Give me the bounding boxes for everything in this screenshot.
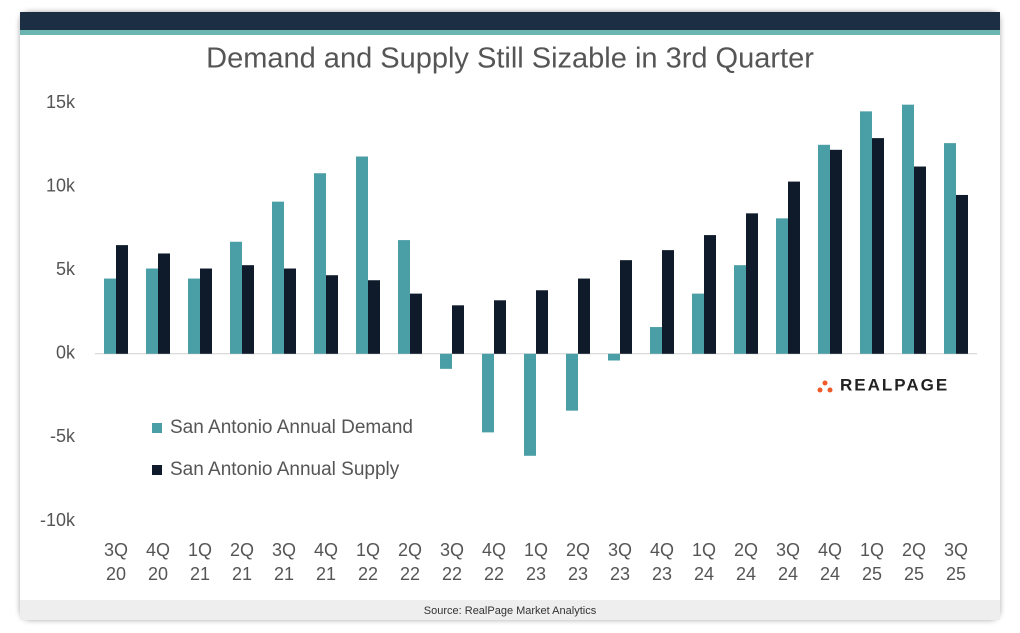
bar	[230, 241, 242, 354]
x-tick-label: 2Q 24	[733, 540, 758, 584]
logo-dot	[817, 387, 823, 393]
x-tick-label: 3Q 23	[607, 540, 632, 584]
bar	[704, 235, 716, 354]
logo-dot	[822, 380, 828, 386]
bar	[242, 265, 254, 354]
bar	[788, 181, 800, 354]
source-note: Source: RealPage Market Analytics	[424, 605, 597, 617]
bar	[200, 268, 212, 354]
bar	[524, 353, 536, 456]
y-tick-label: 15k	[46, 92, 76, 112]
bar	[944, 143, 956, 354]
bar	[536, 290, 548, 354]
x-tick-label: 2Q 21	[229, 540, 254, 584]
x-tick-label: 1Q 22	[355, 540, 380, 584]
x-tick-label: 1Q 21	[187, 540, 212, 584]
bar	[746, 213, 758, 354]
bar	[368, 280, 380, 354]
bar	[116, 245, 128, 354]
legend-label: San Antonio Annual Demand	[170, 417, 413, 438]
bar	[398, 240, 410, 354]
x-tick-label: 3Q 20	[103, 540, 128, 584]
x-tick-label: 3Q 22	[439, 540, 464, 584]
legend-swatch	[152, 423, 162, 433]
legend-label: San Antonio Annual Supply	[170, 459, 400, 480]
bar	[662, 250, 674, 354]
logo-dot	[827, 387, 833, 393]
y-tick-label: 5k	[56, 259, 76, 279]
bar	[566, 353, 578, 411]
bar	[158, 253, 170, 354]
logo: REALPAGE	[817, 375, 949, 394]
x-tick-label: 1Q 25	[859, 540, 884, 584]
header-bar	[20, 12, 1000, 31]
bar	[146, 268, 158, 354]
bar	[440, 353, 452, 369]
logo-text: REALPAGE	[840, 375, 949, 394]
bar	[734, 265, 746, 354]
x-tick-label: 1Q 23	[523, 540, 548, 584]
x-tick-label: 4Q 20	[145, 540, 170, 584]
bar	[452, 305, 464, 354]
chart-title: Demand and Supply Still Sizable in 3rd Q…	[206, 43, 814, 75]
bar	[284, 268, 296, 354]
legend-swatch	[152, 465, 162, 475]
header-accent	[20, 30, 1000, 35]
bar	[578, 278, 590, 354]
footer-bar	[20, 600, 1000, 620]
bar	[188, 278, 200, 354]
x-tick-label: 3Q 25	[943, 540, 968, 584]
bar	[860, 111, 872, 354]
bar	[326, 275, 338, 354]
bar	[956, 194, 968, 354]
x-tick-label: 4Q 21	[313, 540, 338, 584]
x-tick-label: 4Q 22	[481, 540, 506, 584]
bar	[410, 293, 422, 354]
x-tick-label: 2Q 23	[565, 540, 590, 584]
bar	[776, 218, 788, 354]
x-tick-label: 3Q 21	[271, 540, 296, 584]
x-tick-label: 2Q 22	[397, 540, 422, 584]
bar	[482, 353, 494, 433]
y-tick-label: 10k	[46, 175, 76, 195]
bar	[872, 138, 884, 354]
bar	[356, 156, 368, 354]
bar	[692, 293, 704, 354]
bar	[620, 260, 632, 354]
x-tick-label: 3Q 24	[775, 540, 800, 584]
bar	[830, 149, 842, 354]
bar	[314, 173, 326, 354]
bar	[104, 278, 116, 354]
y-tick-label: 0k	[56, 343, 76, 363]
bar	[494, 300, 506, 354]
x-tick-label: 1Q 24	[691, 540, 716, 584]
bar	[902, 104, 914, 354]
x-tick-label: 4Q 24	[817, 540, 842, 584]
x-tick-label: 2Q 25	[901, 540, 926, 584]
bar	[650, 327, 662, 354]
bar	[818, 144, 830, 354]
y-tick-label: -10k	[40, 510, 76, 530]
y-tick-label: -5k	[50, 426, 76, 446]
x-tick-label: 4Q 23	[649, 540, 674, 584]
bar	[272, 201, 284, 354]
bar	[608, 353, 620, 361]
bar	[914, 166, 926, 354]
